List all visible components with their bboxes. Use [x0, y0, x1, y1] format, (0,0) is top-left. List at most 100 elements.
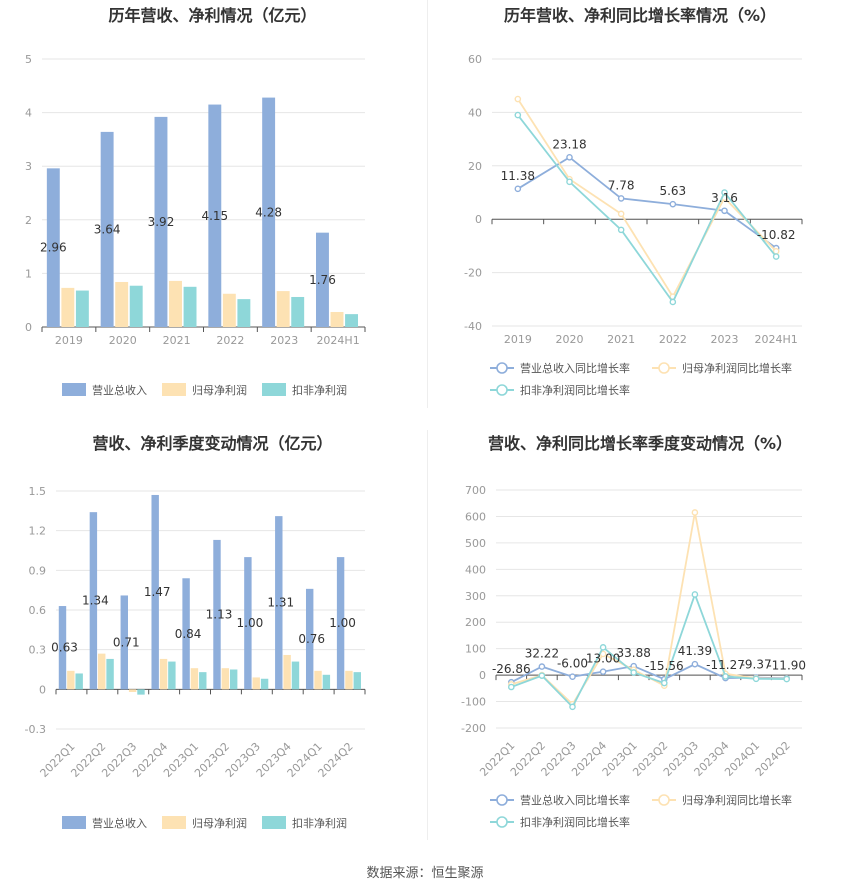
legend-marker — [658, 362, 670, 374]
data-source-footer: 数据来源：恒生聚源 — [366, 866, 484, 881]
data-point — [514, 95, 522, 103]
y-tick-label: -100 — [461, 696, 486, 709]
legend-label: 营业总收入同比增长率 — [520, 793, 630, 807]
line-data-label: 5.63 — [659, 184, 686, 198]
y-tick-label: -0.3 — [25, 723, 46, 736]
chart-title: 历年营收、净利同比增长率情况（%） — [503, 6, 777, 25]
bar-net-profit — [67, 670, 75, 690]
bar-data-label: 0.76 — [298, 632, 325, 646]
x-tick-label: 2024H1 — [316, 334, 359, 347]
x-tick-label: 2023 — [270, 334, 298, 347]
y-tick-label: 4 — [25, 107, 32, 120]
quarterly-growth-panel: 营收、净利同比增长率季度变动情况（%） -200 -100 0 100 200 300 40… — [430, 428, 850, 848]
data-point — [538, 663, 546, 670]
bar-net-profit — [128, 689, 137, 692]
chart-svg: -40 -20 0 20 40 60 2019 2020 2021 2022 2023 2024H1 1… — [464, 53, 803, 397]
data-point — [617, 210, 625, 218]
y-tick-label: 100 — [465, 643, 486, 656]
y-tick-label: 0 — [475, 213, 482, 226]
bar-revenue — [182, 578, 190, 690]
line-data-label: -11.27 — [706, 658, 745, 672]
data-point — [617, 195, 625, 202]
x-tick-label: 2019 — [55, 334, 83, 347]
y-tick-label: 60 — [468, 53, 482, 66]
data-point — [660, 679, 668, 687]
legend-swatch — [62, 816, 86, 829]
data-point — [722, 673, 729, 680]
line-data-label: -15.56 — [645, 659, 684, 673]
line-data-label: -11.90 — [767, 658, 806, 672]
x-tick-label: 2024H1 — [755, 333, 798, 346]
bar-revenue — [89, 512, 98, 690]
y-tick-label: 0.6 — [29, 604, 47, 617]
bar-deducted-profit — [168, 661, 176, 690]
y-tick-label: -200 — [461, 722, 486, 735]
y-tick-label: 700 — [465, 484, 486, 497]
y-tick-label: 1.2 — [29, 525, 47, 538]
data-point — [752, 675, 760, 683]
line-data-label: -26.86 — [492, 662, 531, 676]
x-tick-label: 2021 — [607, 333, 635, 346]
line-data-label: 13.00 — [586, 652, 620, 666]
series-line-deducted-profit — [517, 114, 777, 304]
y-tick-label: 0 — [479, 669, 486, 682]
bar-net-profit — [330, 311, 344, 327]
y-tick-label: 0 — [25, 321, 32, 334]
legend-swatch — [62, 383, 86, 396]
legend-swatch — [162, 383, 186, 396]
bar-data-label: 1.76 — [309, 273, 336, 287]
legend-label: 归母净利润同比增长率 — [682, 793, 792, 807]
y-tick-label: 1.5 — [29, 485, 47, 498]
data-point — [691, 591, 699, 598]
x-tick-label: 2023 — [711, 333, 739, 346]
data-point — [630, 669, 637, 676]
line-data-label: 7.78 — [608, 178, 635, 192]
bar-deducted-profit — [229, 669, 238, 690]
annual-values-panel: 历年营收、净利情况（亿元） 0 1 2 3 4 5 2019 2020 2021 2022 2023… — [0, 0, 425, 410]
bar-data-label: 1.13 — [206, 608, 233, 622]
data-point — [508, 683, 515, 691]
y-tick-label: -20 — [464, 267, 482, 280]
bar-revenue — [262, 97, 276, 327]
data-point — [617, 226, 625, 234]
legend-label: 扣非净利润同比增长率 — [520, 815, 630, 829]
bar-revenue — [244, 557, 252, 690]
bar-revenue — [208, 104, 222, 327]
x-tick-label: 2020 — [109, 334, 137, 347]
y-tick-label: 400 — [465, 563, 486, 576]
bar-data-label: 4.15 — [201, 209, 228, 223]
bar-data-label: 3.64 — [94, 222, 121, 236]
bar-deducted-profit — [260, 678, 269, 690]
y-tick-label: 0.9 — [29, 564, 47, 577]
bar-deducted-profit — [291, 661, 300, 690]
data-point — [569, 703, 576, 711]
bar-data-label: 4.28 — [255, 205, 282, 219]
legend-marker — [496, 362, 508, 374]
bar-net-profit — [222, 293, 236, 327]
chart-svg: -0.300.30.60.91.21.52022Q12022Q22022Q320… — [25, 485, 366, 830]
x-tick-label: 2024Q2 — [316, 740, 356, 780]
legend-label: 营业总收入 — [92, 816, 147, 830]
x-tick-label: 2022 — [216, 334, 244, 347]
line-data-label: 41.39 — [678, 644, 712, 658]
legend-label: 营业总收入 — [92, 383, 147, 397]
legend-label: 归母净利润 — [192, 816, 247, 830]
bar-net-profit — [169, 280, 182, 327]
bar-deducted-profit — [291, 296, 305, 327]
data-point — [599, 668, 607, 675]
line-data-label: 3.16 — [711, 191, 738, 205]
vertical-divider-bottom — [427, 430, 428, 840]
y-tick-label: 500 — [465, 537, 486, 550]
annual-growth-panel: 历年营收、净利同比增长率情况（%） -40 -20 0 20 40 60 2019 2020 2… — [430, 0, 850, 410]
legend-label: 归母净利润 — [192, 383, 247, 397]
bar-revenue — [100, 131, 114, 327]
y-tick-label: 200 — [465, 616, 486, 629]
line-data-label: 32.22 — [525, 647, 559, 661]
bar-deducted-profit — [129, 285, 143, 327]
data-point — [783, 675, 791, 683]
x-tick-label: 2021 — [163, 334, 191, 347]
bar-revenue — [275, 516, 283, 690]
series-line-revenue — [517, 156, 777, 249]
bar-revenue — [305, 588, 314, 690]
legend-label: 扣非净利润同比增长率 — [520, 383, 630, 397]
